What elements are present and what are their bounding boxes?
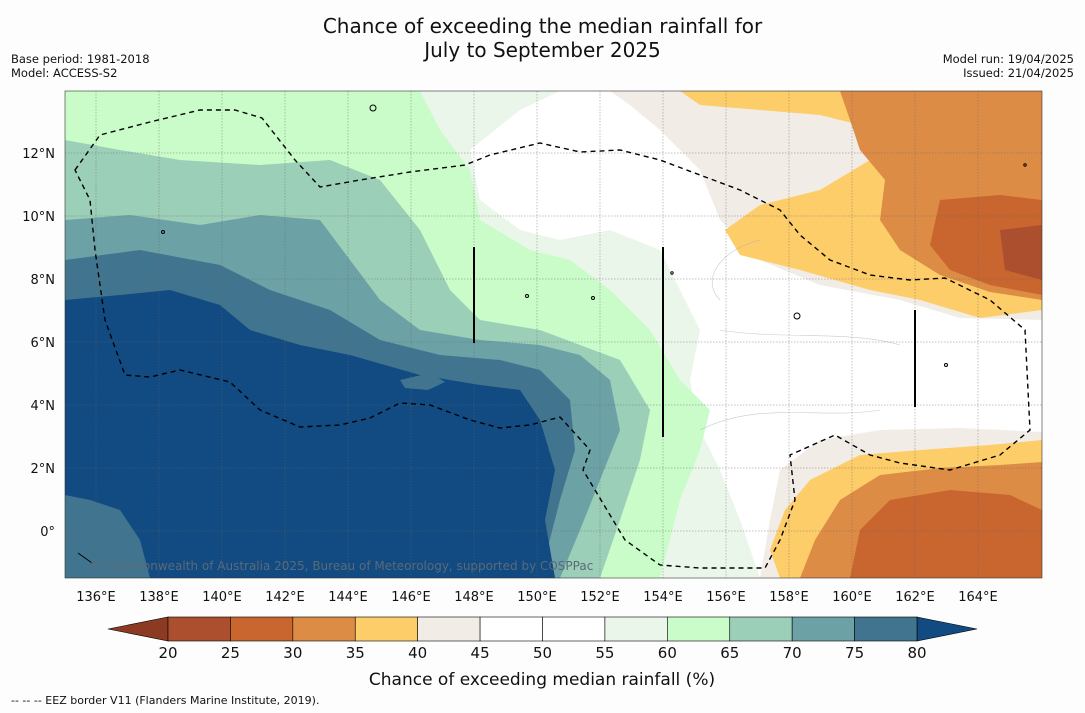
colorbar-boxes: [167, 616, 918, 642]
lat-label: 6°N: [31, 336, 56, 351]
lat-label: 10°N: [22, 210, 55, 225]
colorbar: 20 25 30 35 40 45 50 55 60 65 70 75 80 Chance of exc…: [107, 616, 978, 690]
latitude-labels: 12°N 10°N 8°N 6°N 4°N 2°N 0°: [22, 147, 55, 540]
lon-label: 154°E: [643, 590, 683, 605]
colorbar-box: [292, 616, 356, 642]
lon-label: 160°E: [832, 590, 872, 605]
colorbar-under-arrow: [107, 616, 169, 642]
lat-label: 12°N: [22, 147, 55, 162]
lon-label: 162°E: [895, 590, 935, 605]
colorbar-box: [230, 616, 294, 642]
colorbar-tick-label: 70: [783, 644, 802, 662]
lat-label: 4°N: [31, 399, 56, 414]
lon-label: 158°E: [769, 590, 809, 605]
colorbar-tick-label: 65: [720, 644, 739, 662]
colorbar-tick-label: 30: [283, 644, 302, 662]
lon-label: 142°E: [265, 590, 305, 605]
colorbar-tick-label: 60: [658, 644, 677, 662]
colorbar-box: [417, 616, 481, 642]
gridlines: [65, 91, 1042, 578]
deep-blue-zone: [65, 290, 555, 578]
colorbar-tick-label: 20: [158, 644, 177, 662]
eez-note: -- -- -- EEZ border V11 (Flanders Marine…: [11, 694, 320, 707]
colorbar-tick-label: 50: [533, 644, 552, 662]
colorbar-box: [167, 616, 231, 642]
model-text: Model: ACCESS-S2: [11, 66, 118, 80]
lon-label: 136°E: [76, 590, 116, 605]
colorbar-tick-label: 45: [471, 644, 490, 662]
colorbar-tick-label: 80: [907, 644, 926, 662]
title-line-1: Chance of exceeding the median rainfall …: [322, 14, 763, 38]
copyright-text: © Commonwealth of Australia 2025, Bureau…: [88, 559, 593, 573]
colorbar-box: [729, 616, 793, 642]
colorbar-tick-label: 40: [408, 644, 427, 662]
lon-label: 140°E: [202, 590, 242, 605]
islands: [77, 104, 1027, 564]
meta-left: Base period: 1981-2018 Model: ACCESS-S2: [11, 52, 150, 80]
colorbar-tick-label: 35: [346, 644, 365, 662]
contour-lines: [699, 239, 901, 431]
colorbar-box: [479, 616, 543, 642]
colorbar-tick-label: 75: [845, 644, 864, 662]
colorbar-over-arrow: [916, 616, 978, 642]
colorbar-box: [354, 616, 418, 642]
colorbar-box: [542, 616, 606, 642]
meta-right: Model run: 19/04/2025 Issued: 21/04/2025: [943, 52, 1074, 80]
lat-label: 0°: [40, 525, 55, 540]
issued-text: Issued: 21/04/2025: [963, 66, 1074, 80]
colorbar-box: [791, 616, 855, 642]
lon-label: 164°E: [958, 590, 998, 605]
colorbar-box: [854, 616, 918, 642]
colorbar-box: [604, 616, 668, 642]
map-frame: [64, 90, 1043, 579]
red-zone-south: [850, 490, 1042, 578]
lon-label: 156°E: [706, 590, 746, 605]
longitude-labels: 136°E 138°E 140°E 142°E 144°E 146°E 148°…: [76, 590, 998, 605]
model-run-text: Model run: 19/04/2025: [942, 52, 1074, 66]
colorbar-ticks: 20 25 30 35 40 45 50 55 60 65 70 75 80: [158, 644, 926, 662]
map-field: © Commonwealth of Australia 2025, Bureau…: [65, 91, 1042, 578]
colorbar-title: Chance of exceeding median rainfall (%): [369, 670, 715, 690]
base-period-text: Base period: 1981-2018: [11, 52, 150, 66]
colorbar-tick-label: 25: [221, 644, 240, 662]
lon-label: 146°E: [391, 590, 431, 605]
lon-label: 138°E: [139, 590, 179, 605]
colorbar-tick-label: 55: [595, 644, 614, 662]
chart-title: Chance of exceeding the median rainfall …: [0, 14, 1085, 62]
colorbar-box: [667, 616, 731, 642]
lat-label: 8°N: [31, 273, 56, 288]
darkest-zone: [1000, 225, 1042, 280]
lat-label: 2°N: [31, 462, 56, 477]
lon-label: 152°E: [580, 590, 620, 605]
lon-label: 150°E: [517, 590, 557, 605]
title-line-2: July to September 2025: [424, 38, 661, 62]
lon-label: 144°E: [328, 590, 368, 605]
lon-label: 148°E: [454, 590, 494, 605]
